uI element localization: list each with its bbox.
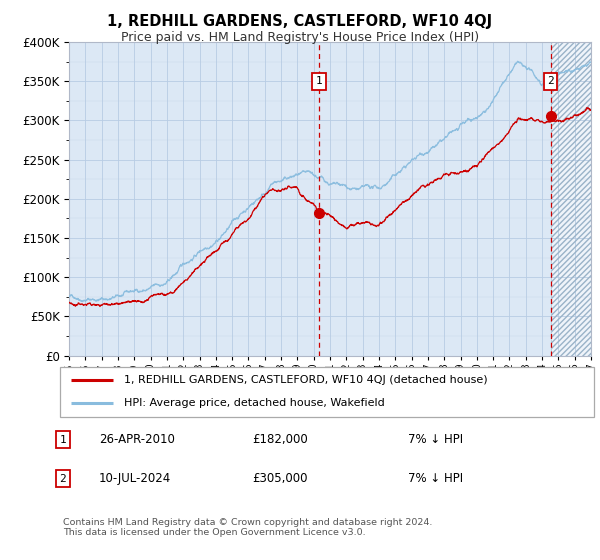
Text: 1, REDHILL GARDENS, CASTLEFORD, WF10 4QJ (detached house): 1, REDHILL GARDENS, CASTLEFORD, WF10 4QJ… xyxy=(124,375,488,385)
Text: 2: 2 xyxy=(59,474,67,484)
Text: Contains HM Land Registry data © Crown copyright and database right 2024.
This d: Contains HM Land Registry data © Crown c… xyxy=(63,518,433,538)
Text: £305,000: £305,000 xyxy=(252,472,308,486)
Text: 7% ↓ HPI: 7% ↓ HPI xyxy=(408,433,463,446)
Text: Price paid vs. HM Land Registry's House Price Index (HPI): Price paid vs. HM Land Registry's House … xyxy=(121,31,479,44)
Text: £182,000: £182,000 xyxy=(252,433,308,446)
Text: 10-JUL-2024: 10-JUL-2024 xyxy=(99,472,171,486)
Text: 1, REDHILL GARDENS, CASTLEFORD, WF10 4QJ: 1, REDHILL GARDENS, CASTLEFORD, WF10 4QJ xyxy=(107,14,493,29)
Text: 26-APR-2010: 26-APR-2010 xyxy=(99,433,175,446)
Text: HPI: Average price, detached house, Wakefield: HPI: Average price, detached house, Wake… xyxy=(124,398,385,408)
Text: 7% ↓ HPI: 7% ↓ HPI xyxy=(408,472,463,486)
Text: 1: 1 xyxy=(59,435,67,445)
Text: 2: 2 xyxy=(547,76,554,86)
Text: 1: 1 xyxy=(316,76,322,86)
